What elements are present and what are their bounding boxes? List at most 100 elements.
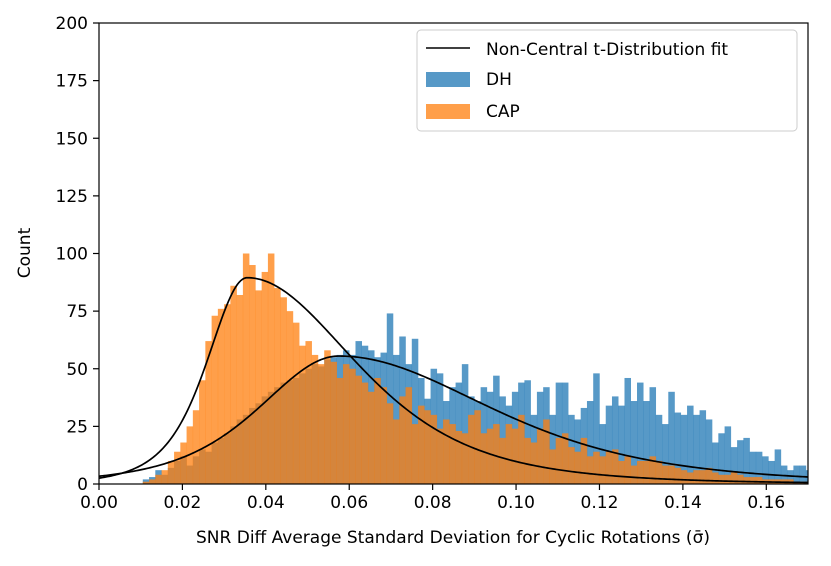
cap-bar <box>349 368 356 484</box>
dh-bar <box>787 470 794 484</box>
cap-bar <box>205 341 212 484</box>
cap-bar <box>486 428 494 484</box>
dh-bar <box>774 449 782 484</box>
cap-bar <box>393 419 400 484</box>
cap-bar <box>718 474 725 484</box>
dh-bar <box>799 465 807 484</box>
cap-bar <box>705 467 713 484</box>
y-tick-label: 50 <box>66 360 88 380</box>
dh-bar <box>549 414 556 484</box>
cap-bar <box>405 387 413 484</box>
legend-label-cap: CAP <box>486 102 520 122</box>
dh-bar <box>768 460 775 484</box>
legend-cap-swatch <box>426 104 470 119</box>
legend-dh-swatch <box>426 72 470 87</box>
dh-bar <box>624 377 631 484</box>
dh-bar <box>718 433 725 484</box>
cap-bar <box>242 253 250 484</box>
cap-bar <box>330 361 337 484</box>
cap-bar <box>224 304 231 484</box>
cap-bar <box>142 481 150 484</box>
cap-bar <box>755 477 763 484</box>
cap-bar <box>730 472 738 484</box>
cap-bar <box>317 364 325 484</box>
dh-bar <box>712 442 719 484</box>
cap-bar <box>211 315 219 484</box>
fit-curves <box>99 276 808 484</box>
cap-bar <box>236 294 244 484</box>
cap-bar <box>568 447 575 484</box>
cap-bar <box>693 470 700 484</box>
cap-bar <box>605 451 613 484</box>
dh-bar <box>524 380 531 484</box>
cap-bar <box>374 377 381 484</box>
dh-bar <box>749 451 757 484</box>
cap-bar <box>336 377 344 484</box>
y-tick-label: 100 <box>56 245 88 265</box>
cap-bar <box>674 467 682 484</box>
dh-bar <box>737 440 744 484</box>
y-tick-label: 0 <box>77 475 88 495</box>
cap-bar <box>561 433 569 484</box>
dh-bar <box>662 424 669 484</box>
cap-bar <box>199 380 206 484</box>
cap-bar <box>299 345 306 484</box>
cap-bar <box>630 465 638 484</box>
dh-bar <box>643 401 650 484</box>
cap-bar <box>255 290 262 484</box>
cap-bar <box>699 470 707 484</box>
dh-bar <box>793 465 800 484</box>
cap-bar <box>149 479 156 484</box>
dh-bar <box>411 338 419 484</box>
cap-bar <box>342 364 350 484</box>
legend: Non-Central t-Distribution fit DH CAP <box>416 29 798 132</box>
x-axis-label: SNR Diff Average Standard Deviation for … <box>196 528 710 548</box>
x-tick-label: 0.00 <box>80 493 118 513</box>
cap-bar <box>712 472 719 484</box>
dh-bar <box>755 451 763 484</box>
dh-bar <box>699 410 707 484</box>
cap-bar <box>449 424 456 484</box>
dh-bar <box>687 405 694 484</box>
cap-bar <box>574 451 581 484</box>
dh-bar <box>593 373 600 484</box>
cap-bar <box>680 470 688 484</box>
cap-bar <box>249 265 256 484</box>
cap-bar <box>292 322 300 484</box>
cap-bar <box>499 437 506 484</box>
dh-bar <box>724 426 732 484</box>
cap-bar <box>543 419 550 484</box>
cap-bar <box>743 477 750 484</box>
cap-bar <box>174 451 181 484</box>
cap-bar <box>668 465 675 484</box>
y-tick-label: 150 <box>56 129 88 149</box>
cap-bar <box>511 428 519 484</box>
dh-bar <box>655 414 663 484</box>
cap-bar <box>480 433 488 484</box>
cap-bar <box>530 442 538 484</box>
cap-bar <box>386 403 394 484</box>
dh-bar <box>630 401 638 484</box>
cap-bar <box>611 449 619 484</box>
cap-bar <box>643 460 650 484</box>
cap-bar <box>687 472 694 484</box>
cap-fit-curve <box>99 276 808 484</box>
cap-bar <box>280 297 287 484</box>
cap-bar <box>436 428 444 484</box>
y-tick-label: 175 <box>56 72 88 92</box>
dh-bar <box>668 391 675 484</box>
cap-bar <box>430 414 438 484</box>
cap-bar <box>662 465 669 484</box>
y-tick-label: 125 <box>56 187 88 207</box>
dh-bar <box>599 424 606 484</box>
cap-bar <box>286 311 294 484</box>
cap-bar <box>361 382 369 484</box>
cap-bar <box>167 460 175 484</box>
cap-bar <box>155 474 162 484</box>
cap-bar <box>518 414 525 484</box>
x-tick-label: 0.12 <box>581 493 619 513</box>
x-tick-label: 0.08 <box>414 493 452 513</box>
cap-bar <box>368 391 375 484</box>
cap-bar <box>217 308 225 484</box>
